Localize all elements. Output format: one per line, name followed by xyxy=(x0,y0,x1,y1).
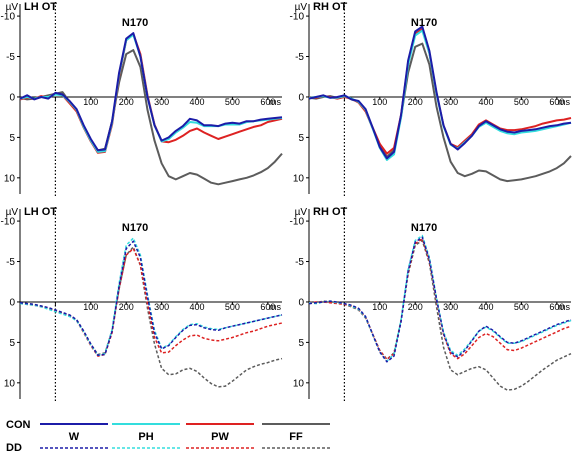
x-tick-label: 300 xyxy=(154,97,169,107)
y-tick-label: -5 xyxy=(6,52,15,63)
y-tick-label: -5 xyxy=(295,257,304,268)
y-tick-label: -10 xyxy=(1,217,16,228)
y-unit-label: µV xyxy=(6,207,19,218)
series-ph-line xyxy=(19,237,283,357)
y-tick-label: -10 xyxy=(290,12,305,23)
panel-bottom-left: -10 -5 0 5 10 100 200 300 400 500 600 µV ms LH OT N170 xyxy=(1,206,283,401)
legend-label-w: W xyxy=(69,431,80,443)
y-unit-label: µV xyxy=(295,2,308,13)
y-tick-label: 5 xyxy=(9,338,15,349)
x-tick-label: 600 xyxy=(260,302,275,312)
component-label: N170 xyxy=(122,222,148,234)
series-pw-line xyxy=(19,247,283,357)
y-tick-label: 0 xyxy=(9,297,15,308)
x-tick-label: 400 xyxy=(479,97,494,107)
x-tick-label: 100 xyxy=(372,97,387,107)
x-tick-label: 400 xyxy=(190,302,205,312)
x-unit-label: ms xyxy=(269,97,281,107)
y-tick-label: 10 xyxy=(4,173,16,184)
y-tick-label: 10 xyxy=(293,378,305,389)
y-tick-label: 10 xyxy=(4,378,16,389)
series-w-line xyxy=(19,32,283,152)
x-tick-label: 500 xyxy=(225,302,240,312)
y-tick-label: -10 xyxy=(290,217,305,228)
x-tick-label: 100 xyxy=(83,302,98,312)
y-tick-label: -5 xyxy=(295,52,304,63)
x-tick-label: 100 xyxy=(372,302,387,312)
legend-group-con: CON xyxy=(6,419,31,431)
x-tick-label: 500 xyxy=(514,97,529,107)
panel-top-left: -10 -5 0 5 10 100 200 300 400 500 600 µV ms LH OT N170 xyxy=(1,1,283,196)
region-label: LH OT xyxy=(24,1,57,13)
region-label: RH OT xyxy=(313,1,348,13)
series-w-line xyxy=(19,240,283,357)
x-tick-label: 200 xyxy=(408,97,423,107)
x-tick-label: 100 xyxy=(83,97,98,107)
x-unit-label: ms xyxy=(558,97,570,107)
legend-label-pw: PW xyxy=(211,431,229,443)
region-label: RH OT xyxy=(313,206,348,218)
y-unit-label: µV xyxy=(295,207,308,218)
series-pw-line xyxy=(308,28,572,155)
component-label: N170 xyxy=(122,17,148,29)
panel-top-right: -10 -5 0 5 10 100 200 300 400 500 600 µV ms RH OT N170 xyxy=(290,1,572,196)
x-tick-label: 500 xyxy=(514,302,529,312)
y-tick-label: 5 xyxy=(298,133,304,144)
x-tick-label: 400 xyxy=(479,302,494,312)
x-tick-label: 300 xyxy=(443,97,458,107)
series-ff-line xyxy=(308,239,572,391)
series-w-line xyxy=(308,236,572,363)
y-tick-label: 0 xyxy=(298,297,304,308)
region-label: LH OT xyxy=(24,206,57,218)
panel-bottom-right: -10 -5 0 5 10 100 200 300 400 500 600 µV ms RH OT N170 xyxy=(290,206,572,401)
x-tick-label: 600 xyxy=(260,97,275,107)
x-tick-label: 600 xyxy=(549,97,564,107)
y-tick-label: -5 xyxy=(6,257,15,268)
x-tick-label: 400 xyxy=(190,97,205,107)
series-ph-line xyxy=(308,234,572,362)
y-tick-label: 5 xyxy=(9,133,15,144)
component-label: N170 xyxy=(411,222,437,234)
series-ph-line xyxy=(308,29,572,161)
legend: CON DD W PH PW FF xyxy=(6,419,330,454)
series-w-line xyxy=(308,25,572,160)
y-tick-label: 0 xyxy=(298,92,304,103)
x-tick-label: 300 xyxy=(154,302,169,312)
x-tick-label: 600 xyxy=(549,302,564,312)
series-pw-line xyxy=(308,238,572,361)
x-tick-label: 200 xyxy=(408,302,423,312)
x-unit-label: ms xyxy=(269,302,281,312)
legend-label-ph: PH xyxy=(138,431,153,443)
y-tick-label: 10 xyxy=(293,173,305,184)
x-tick-label: 200 xyxy=(119,97,134,107)
legend-group-dd: DD xyxy=(6,442,22,454)
y-tick-label: -10 xyxy=(1,12,16,23)
y-tick-label: 5 xyxy=(298,338,304,349)
x-tick-label: 300 xyxy=(443,302,458,312)
x-tick-label: 200 xyxy=(119,302,134,312)
legend-label-ff: FF xyxy=(289,431,303,443)
y-unit-label: µV xyxy=(6,2,19,13)
series-ff-line xyxy=(19,49,283,186)
x-tick-label: 500 xyxy=(225,97,240,107)
component-label: N170 xyxy=(411,17,437,29)
y-tick-label: 0 xyxy=(9,92,15,103)
x-unit-label: ms xyxy=(558,302,570,312)
